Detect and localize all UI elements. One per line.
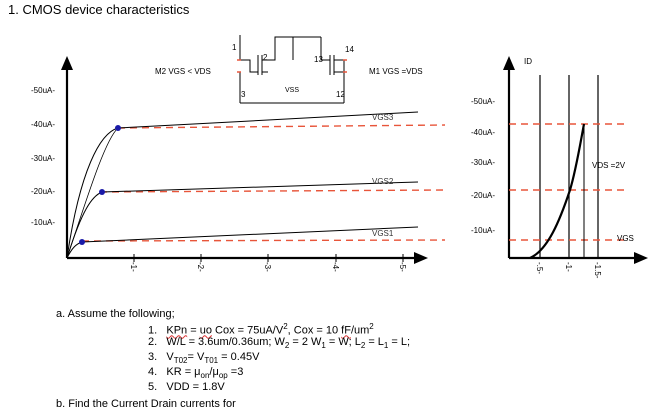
text: /um <box>350 324 370 337</box>
page-title: 1. CMOS device characteristics <box>8 2 190 17</box>
right-y-tick-label: -30uA- <box>471 158 495 167</box>
left-x-tick-label: -2- <box>196 262 205 272</box>
node-number-12: 12 <box>336 90 345 99</box>
item-number: 2. <box>148 336 158 348</box>
left-x-axis-arrow <box>414 252 428 264</box>
node-number-2: 2 <box>263 53 268 62</box>
node-number-13: 13 <box>314 55 323 64</box>
part-b-heading: b. Find the Current Drain currents for <box>56 398 236 410</box>
text: = L; <box>388 336 411 348</box>
sub: 2 <box>284 341 290 351</box>
left-y-tick-label: -30uA- <box>31 154 55 163</box>
text: W/L = 3.6um/0.36um; W <box>166 336 285 348</box>
sub: 1 <box>383 341 389 351</box>
left-y-tick-label: -20uA- <box>31 187 55 196</box>
left-x-tick-label: -1- <box>129 262 138 272</box>
left-x-tick-label: -5- <box>398 262 407 272</box>
uo-term: uo <box>199 324 212 337</box>
text: Cox = 75uA/V <box>211 324 284 337</box>
left-y-tick-label: -40uA- <box>31 120 55 129</box>
text: /μ <box>209 366 219 378</box>
sub: op <box>218 371 228 381</box>
part-a-heading: a. Assume the following; <box>56 308 175 320</box>
text: KR = μ <box>166 366 201 378</box>
list-item-5: 5. VDD = 1.8V <box>148 381 225 393</box>
right-vertical-markers <box>539 75 599 258</box>
right-y-tick-label: -10uA- <box>471 226 495 235</box>
right-x-tick-label: -1.5- <box>593 262 602 279</box>
text: = W; L <box>325 336 361 348</box>
vgs-axis-label: VGS <box>617 234 634 243</box>
text: =3 <box>227 366 244 378</box>
list-item-4: 4. KR = μon/μop =3 <box>148 366 243 380</box>
series-label-vgs1: VGS1 <box>372 229 394 238</box>
node-number-1: 1 <box>232 43 237 52</box>
right-reference-lines <box>509 123 626 241</box>
left-operating-points <box>79 125 121 245</box>
text: = V <box>187 351 205 363</box>
list-item-2: 2. W/L = 3.6um/0.36um; W2 = 2 W1 = W; L2… <box>148 336 410 350</box>
right-y-axis-arrow <box>503 56 515 70</box>
left-x-ticks <box>133 254 404 262</box>
right-y-tick-label: -50uA- <box>471 97 495 106</box>
left-y-tick-label: -50uA- <box>31 86 55 95</box>
schematic-terminals <box>237 59 347 73</box>
text: = 0.45V <box>218 351 260 363</box>
kpn-term: KPn <box>166 324 188 337</box>
eq: = <box>187 324 200 337</box>
right-y-tick-label: -40uA- <box>471 128 495 137</box>
list-item-1: 1. KPn = uo Cox = 75uA/V2, Cox = 10 fF/u… <box>148 322 374 337</box>
text: V <box>166 351 174 363</box>
left-reference-lines <box>81 124 446 242</box>
right-y-tick-label: -20uA- <box>471 191 495 200</box>
right-x-axis-arrow <box>634 252 648 264</box>
right-transfer-curve <box>529 123 586 260</box>
right-x-tick-label: -1- <box>564 262 573 272</box>
series-label-vgs2: VGS2 <box>372 177 394 186</box>
list-item-3: 3. VT02= VT01 = 0.45V <box>148 351 259 365</box>
node-number-3: 3 <box>241 90 246 99</box>
left-x-tick-label: -3- <box>263 262 272 272</box>
m1-label: M1 VGS =VDS <box>369 67 423 76</box>
item-number: 5. <box>148 381 158 393</box>
left-y-tick-label: -10uA- <box>31 218 55 227</box>
left-curves <box>66 111 419 259</box>
ff-term: fF <box>341 324 351 337</box>
sub: T01 <box>204 356 219 366</box>
node-number-14: 14 <box>345 45 354 54</box>
sup: 2 <box>283 322 288 331</box>
vss-label: VSS <box>285 87 300 94</box>
item-number: 1. <box>148 324 158 337</box>
text: VDD = 1.8V <box>166 381 225 393</box>
item-number: 4. <box>148 366 158 378</box>
item-number: 3. <box>148 351 158 363</box>
text: = L <box>365 336 384 348</box>
figure-text: -50uA- -40uA- -30uA- -20uA- -10uA- -1- -2- -3- -… <box>31 43 634 279</box>
sub: 1 <box>321 341 326 351</box>
text: , Cox = 10 <box>287 324 342 337</box>
series-label-vgs3: VGS3 <box>372 113 394 122</box>
left-x-tick-label: -4- <box>331 262 340 272</box>
left-chart-axes <box>65 62 418 260</box>
sub: T02 <box>173 356 188 366</box>
left-y-axis-arrow <box>61 56 73 70</box>
text: = 2 W <box>289 336 322 348</box>
right-x-tick-label: -.5- <box>535 262 544 274</box>
id-axis-label: ID <box>524 57 532 66</box>
sup: 2 <box>369 322 374 331</box>
sub: 2 <box>360 341 366 351</box>
vds-annotation: VDS =2V <box>592 161 626 170</box>
right-chart-axes <box>507 62 640 260</box>
m2-label: M2 VGS < VDS <box>155 67 211 76</box>
sub: on <box>200 371 210 381</box>
